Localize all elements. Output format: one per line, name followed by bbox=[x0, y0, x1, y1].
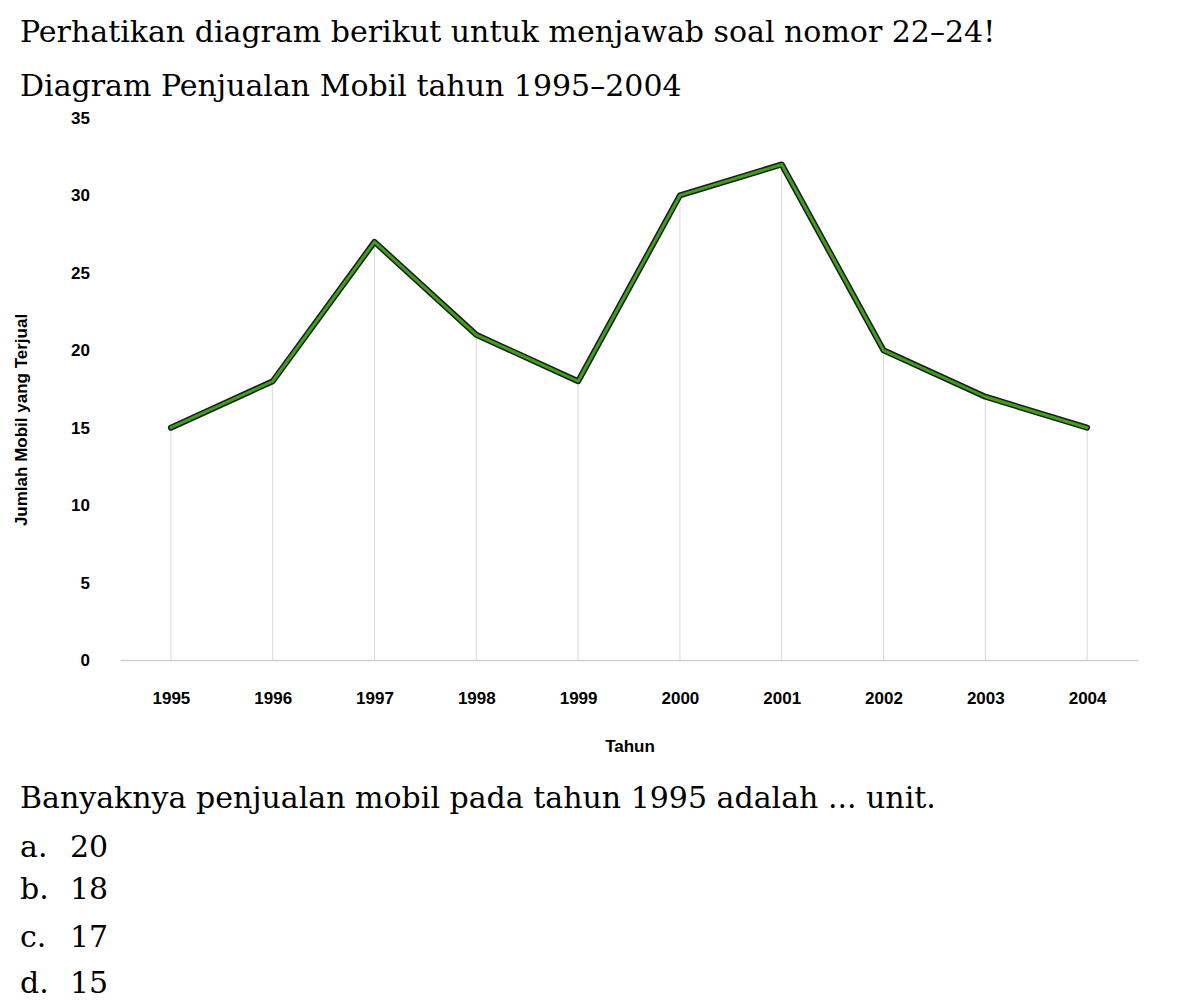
x-tick: 2002 bbox=[865, 660, 903, 708]
drop-line bbox=[578, 381, 579, 660]
y-tick: 10 bbox=[71, 496, 120, 515]
plot-area bbox=[171, 164, 1087, 660]
x-tick-label: 1996 bbox=[254, 689, 292, 708]
drop-line bbox=[272, 381, 273, 660]
x-tick-label: 2001 bbox=[763, 689, 801, 708]
x-tick: 1998 bbox=[458, 660, 496, 708]
drop-line bbox=[170, 428, 171, 660]
option-label: a. bbox=[20, 829, 47, 864]
line bbox=[171, 164, 1087, 427]
y-axis-line bbox=[120, 119, 121, 661]
y-tick-label: 15 bbox=[71, 419, 90, 438]
x-tick-label: 1995 bbox=[152, 689, 190, 708]
x-tick-label: 2000 bbox=[661, 689, 699, 708]
option-label: d. bbox=[20, 965, 49, 1000]
y-tick: 25 bbox=[71, 264, 120, 283]
option-text: 15 bbox=[70, 965, 108, 1000]
y-axis-title: Jumlah Mobil yang Terjual bbox=[12, 314, 31, 526]
x-tick-label: 1997 bbox=[356, 689, 394, 708]
chart-title: Diagram Penjualan Mobil tahun 1995–2004 bbox=[20, 68, 682, 103]
drop-line bbox=[883, 350, 884, 660]
drop-line bbox=[1087, 428, 1088, 660]
y-tick-label: 20 bbox=[71, 341, 90, 360]
option-text: 18 bbox=[70, 871, 108, 906]
y-tick-label: 0 bbox=[81, 651, 90, 670]
x-tick: 1996 bbox=[254, 660, 292, 708]
x-tick: 1997 bbox=[356, 660, 394, 708]
x-tick-label: 1998 bbox=[458, 689, 496, 708]
y-tick-label: 25 bbox=[71, 264, 90, 283]
y-tick: 30 bbox=[71, 186, 120, 205]
y-tick: 5 bbox=[81, 574, 120, 593]
drop-line bbox=[985, 397, 986, 660]
y-tick-label: 5 bbox=[81, 574, 90, 593]
option-text: 17 bbox=[70, 919, 108, 954]
x-tick-label: 2004 bbox=[1069, 689, 1107, 708]
option-label: b. bbox=[20, 871, 49, 906]
drop-line bbox=[679, 195, 680, 660]
drop-line bbox=[781, 164, 782, 660]
x-tick-label: 2003 bbox=[967, 689, 1005, 708]
drop-line bbox=[374, 242, 375, 660]
option-label: c. bbox=[20, 919, 46, 954]
y-tick-label: 10 bbox=[71, 496, 90, 515]
x-axis-title: Tahun bbox=[605, 737, 655, 756]
x-tick: 2003 bbox=[967, 660, 1005, 708]
x-tick: 2000 bbox=[661, 660, 699, 708]
x-tick: 1995 bbox=[152, 660, 190, 708]
y-tick-label: 30 bbox=[71, 186, 90, 205]
x-tick: 2001 bbox=[763, 660, 801, 708]
question: Banyaknya penjualan mobil pada tahun 199… bbox=[20, 780, 936, 815]
y-tick: 15 bbox=[71, 419, 120, 438]
y-tick: 35 bbox=[71, 109, 120, 128]
page: Perhatikan diagram berikut untuk menjawa… bbox=[0, 0, 1181, 1007]
x-tick-label: 1999 bbox=[560, 689, 598, 708]
option-text: 20 bbox=[70, 829, 108, 864]
drop-line bbox=[476, 335, 477, 660]
y-axis: 0 5 10 15 20 25 30 35 bbox=[71, 109, 120, 670]
x-axis: 1995 1996 1997 1998 1999 2000 2001 2002 2003 2004 bbox=[121, 660, 1139, 708]
y-tick-label: 35 bbox=[71, 109, 90, 128]
line-outline bbox=[171, 164, 1087, 427]
x-tick-label: 2002 bbox=[865, 689, 903, 708]
x-tick: 1999 bbox=[560, 660, 598, 708]
x-tick: 2004 bbox=[1069, 660, 1107, 708]
y-tick: 20 bbox=[71, 341, 120, 360]
y-tick: 0 bbox=[81, 651, 120, 670]
instruction: Perhatikan diagram berikut untuk menjawa… bbox=[20, 14, 995, 49]
